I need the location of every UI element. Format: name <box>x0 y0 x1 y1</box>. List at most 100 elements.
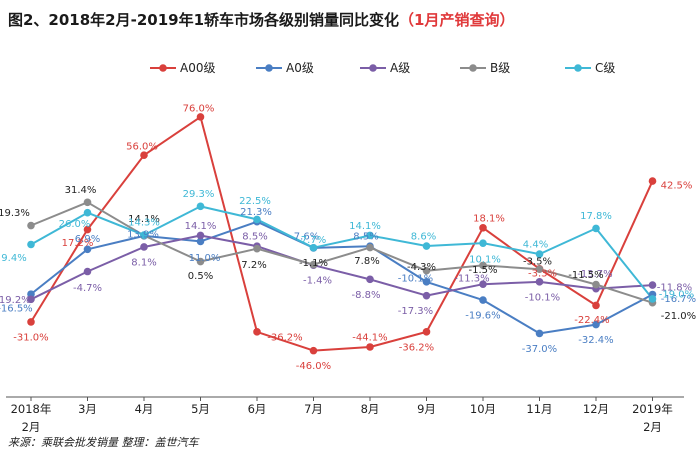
data-label-0-5: -46.0% <box>296 361 331 372</box>
data-label-4-6: 14.1% <box>349 221 381 232</box>
point-0-4 <box>253 328 261 336</box>
point-4-1 <box>83 208 92 217</box>
point-1-1 <box>83 245 92 254</box>
data-label-4-7: 8.6% <box>411 232 436 243</box>
point-3-7 <box>422 266 431 275</box>
data-label-3-5: -1.1% <box>299 258 328 269</box>
data-label-4-3: 29.3% <box>183 189 215 200</box>
x-axis-ticks: 2018年 2月 3月 4月 5月 6月 7月 8月 9月 10月 11月 12月 2019年 2月 <box>11 397 673 434</box>
data-label-3-9: -3.5% <box>523 257 552 268</box>
series-line-2 <box>30 234 653 301</box>
data-label-0-4: -36.2% <box>267 332 302 343</box>
data-label-2-2: 8.1% <box>131 258 156 269</box>
point-4-4 <box>253 215 261 224</box>
data-label-4-5: 7.7% <box>301 235 326 246</box>
data-label-2-0: -19.2% <box>0 295 31 306</box>
point-3-8 <box>479 261 487 270</box>
data-labels: -31.0% 17.2% 56.0% 76.0% -36.2% -46.0% -44.1% -… <box>0 103 696 372</box>
data-label-0-8: 18.1% <box>473 213 505 224</box>
point-2-9 <box>535 278 544 286</box>
series-line-3 <box>30 201 653 304</box>
data-label-0-9: -3.3% <box>528 268 557 279</box>
point-4-3 <box>196 202 205 211</box>
data-label-1-11: -16.7% <box>661 294 696 305</box>
series-line-0 <box>30 115 654 352</box>
data-label-1-5: 7.6% <box>294 231 319 242</box>
data-label-2-8: -11.3% <box>454 274 489 285</box>
point-4-11 <box>648 295 657 303</box>
point-1-10 <box>592 320 600 329</box>
legend-marker-1 <box>265 64 273 72</box>
data-label-2-10: -13.7% <box>577 269 612 280</box>
point-2-2 <box>140 243 148 251</box>
x-tick-label-0-month: 2月 <box>22 420 41 434</box>
point-3-3 <box>196 257 205 266</box>
point-4-5 <box>309 243 318 252</box>
data-label-1-8: -19.6% <box>465 311 500 322</box>
point-2-8 <box>479 280 487 288</box>
point-2-6 <box>366 275 374 284</box>
point-3-5 <box>309 260 318 269</box>
point-0-3 <box>196 113 205 121</box>
data-label-2-7: -17.3% <box>398 306 433 317</box>
point-0-6 <box>366 343 374 351</box>
legend-label-3: B级 <box>490 61 510 75</box>
x-tick-label-4: 6月 <box>248 402 267 416</box>
data-label-4-4: 22.5% <box>239 196 271 207</box>
point-0-11 <box>648 177 657 185</box>
data-label-2-3: 14.1% <box>185 221 217 232</box>
title-main: 图2、2018年2月-2019年1轿车市场各级别销量同比变化 <box>8 11 399 29</box>
data-label-2-6: -8.8% <box>351 290 380 301</box>
point-3-9 <box>535 265 544 274</box>
data-label-0-10: -22.4% <box>574 315 609 326</box>
point-0-8 <box>479 224 487 232</box>
point-1-8 <box>479 296 487 304</box>
point-2-0 <box>27 295 35 304</box>
data-label-3-0: 19.3% <box>0 208 30 219</box>
point-2-7 <box>422 291 431 300</box>
data-label-0-6: -44.1% <box>352 333 387 344</box>
data-label-3-3: 0.5% <box>188 271 213 282</box>
data-label-0-11: 42.5% <box>661 181 693 192</box>
data-label-3-2: 14.1% <box>128 214 160 225</box>
source-note: 来源：乘联会批发销量 整理：盖世汽车 <box>8 436 200 449</box>
legend-label-0: A00级 <box>180 61 215 75</box>
x-tick-label-5: 7月 <box>304 402 323 416</box>
data-label-1-2: 13.9% <box>127 229 159 240</box>
series-lines <box>30 115 654 352</box>
legend: A00级 A0级 A级 B级 C级 <box>150 61 615 75</box>
data-label-4-1: 26.0% <box>59 219 91 230</box>
data-label-3-6: 7.8% <box>354 256 379 267</box>
point-0-5 <box>309 346 318 355</box>
point-2-11 <box>648 281 657 289</box>
point-2-1 <box>83 267 92 276</box>
x-tick-label-11: 2019年 <box>632 402 673 416</box>
series-points <box>27 113 657 355</box>
x-tick-label-8: 10月 <box>470 402 496 416</box>
data-label-4-2: 14.3% <box>128 218 160 229</box>
data-label-1-6: 8.5% <box>353 232 378 243</box>
point-4-7 <box>422 242 431 250</box>
legend-label-1: A0级 <box>286 61 314 75</box>
data-label-0-0: -31.0% <box>13 332 48 343</box>
point-0-1 <box>83 225 92 234</box>
point-2-3 <box>196 231 205 240</box>
point-0-0 <box>27 318 35 326</box>
point-4-0 <box>27 240 35 249</box>
data-label-3-11: -21.0% <box>661 311 696 322</box>
point-3-4 <box>253 244 261 253</box>
title-subtitle: （1月产销查询） <box>399 11 514 29</box>
x-tick-label-11-month: 2月 <box>643 420 662 434</box>
data-label-3-10: -11.5% <box>568 270 603 281</box>
data-label-4-0: 9.4% <box>1 253 26 264</box>
legend-marker-0 <box>159 64 167 72</box>
legend-label-4: C级 <box>595 61 615 75</box>
point-4-9 <box>535 250 544 258</box>
data-label-0-7: -36.2% <box>399 342 434 353</box>
point-3-6 <box>366 243 374 252</box>
series-line-4 <box>30 205 654 300</box>
data-label-4-11: -19.0% <box>659 289 694 300</box>
data-label-0-2: 56.0% <box>126 142 158 153</box>
point-3-10 <box>592 280 600 289</box>
series-line-1 <box>30 220 653 335</box>
